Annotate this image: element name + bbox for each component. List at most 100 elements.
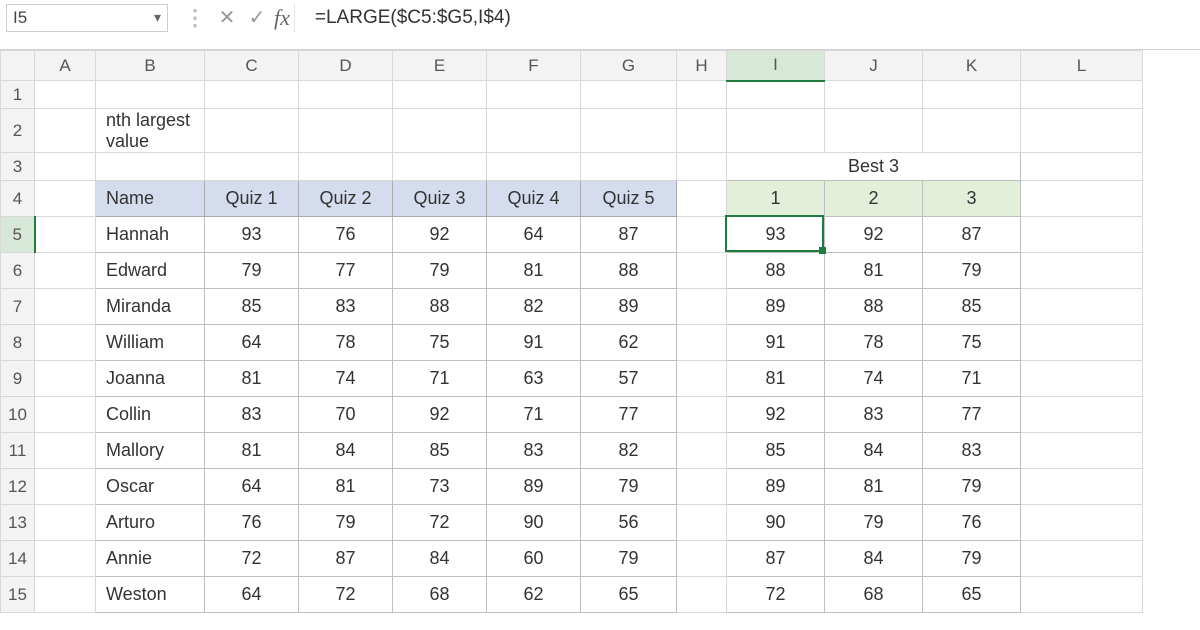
- cell-H3[interactable]: [677, 153, 727, 181]
- cell-E11[interactable]: 85: [393, 433, 487, 469]
- cell-L15[interactable]: [1021, 577, 1143, 613]
- cell-G12[interactable]: 79: [581, 469, 677, 505]
- cell-G10[interactable]: 77: [581, 397, 677, 433]
- cell-J5[interactable]: 92: [825, 217, 923, 253]
- cell-F7[interactable]: 82: [487, 289, 581, 325]
- row-header-10[interactable]: 10: [1, 397, 35, 433]
- cell-C3[interactable]: [205, 153, 299, 181]
- cell-F15[interactable]: 62: [487, 577, 581, 613]
- cell-F10[interactable]: 71: [487, 397, 581, 433]
- cell-K5[interactable]: 87: [923, 217, 1021, 253]
- col-header-G[interactable]: G: [581, 51, 677, 81]
- cell-L5[interactable]: [1021, 217, 1143, 253]
- cell-H4[interactable]: [677, 181, 727, 217]
- cell-C10[interactable]: 83: [205, 397, 299, 433]
- cell-H2[interactable]: [677, 109, 727, 153]
- cell-G14[interactable]: 79: [581, 541, 677, 577]
- col-header-F[interactable]: F: [487, 51, 581, 81]
- col-header-H[interactable]: H: [677, 51, 727, 81]
- spreadsheet-grid[interactable]: ABCDEFGHIJKL12nth largest value3Best 34N…: [0, 50, 1200, 613]
- cell-B3[interactable]: [96, 153, 205, 181]
- row-header-1[interactable]: 1: [1, 81, 35, 109]
- cell-G13[interactable]: 56: [581, 505, 677, 541]
- col-header-A[interactable]: A: [35, 51, 96, 81]
- cell-J6[interactable]: 81: [825, 253, 923, 289]
- cell-L4[interactable]: [1021, 181, 1143, 217]
- cell-I9[interactable]: 81: [727, 361, 825, 397]
- cell-I4[interactable]: 1: [727, 181, 825, 217]
- cell-E15[interactable]: 68: [393, 577, 487, 613]
- cell-C12[interactable]: 64: [205, 469, 299, 505]
- cell-A6[interactable]: [35, 253, 96, 289]
- cell-J4[interactable]: 2: [825, 181, 923, 217]
- cell-E4[interactable]: Quiz 3: [393, 181, 487, 217]
- cell-J10[interactable]: 83: [825, 397, 923, 433]
- row-header-11[interactable]: 11: [1, 433, 35, 469]
- cell-D7[interactable]: 83: [299, 289, 393, 325]
- cell-K14[interactable]: 79: [923, 541, 1021, 577]
- row-header-8[interactable]: 8: [1, 325, 35, 361]
- cell-G3[interactable]: [581, 153, 677, 181]
- row-header-9[interactable]: 9: [1, 361, 35, 397]
- row-header-12[interactable]: 12: [1, 469, 35, 505]
- cell-C13[interactable]: 76: [205, 505, 299, 541]
- cell-D5[interactable]: 76: [299, 217, 393, 253]
- cell-A10[interactable]: [35, 397, 96, 433]
- cell-G8[interactable]: 62: [581, 325, 677, 361]
- cell-C4[interactable]: Quiz 1: [205, 181, 299, 217]
- cell-A1[interactable]: [35, 81, 96, 109]
- cell-I12[interactable]: 89: [727, 469, 825, 505]
- cell-A4[interactable]: [35, 181, 96, 217]
- cell-F3[interactable]: [487, 153, 581, 181]
- cell-L3[interactable]: [1021, 153, 1143, 181]
- cell-E12[interactable]: 73: [393, 469, 487, 505]
- cell-I8[interactable]: 91: [727, 325, 825, 361]
- cell-K2[interactable]: [923, 109, 1021, 153]
- col-header-L[interactable]: L: [1021, 51, 1143, 81]
- cell-J1[interactable]: [825, 81, 923, 109]
- cell-F11[interactable]: 83: [487, 433, 581, 469]
- cell-A11[interactable]: [35, 433, 96, 469]
- cell-F9[interactable]: 63: [487, 361, 581, 397]
- cell-D10[interactable]: 70: [299, 397, 393, 433]
- cell-D12[interactable]: 81: [299, 469, 393, 505]
- chevron-down-icon[interactable]: ▾: [154, 9, 161, 26]
- cell-A14[interactable]: [35, 541, 96, 577]
- cell-I11[interactable]: 85: [727, 433, 825, 469]
- cell-H14[interactable]: [677, 541, 727, 577]
- cell-K10[interactable]: 77: [923, 397, 1021, 433]
- cell-L14[interactable]: [1021, 541, 1143, 577]
- cell-C1[interactable]: [205, 81, 299, 109]
- col-header-J[interactable]: J: [825, 51, 923, 81]
- cell-L13[interactable]: [1021, 505, 1143, 541]
- cell-H1[interactable]: [677, 81, 727, 109]
- cell-L8[interactable]: [1021, 325, 1143, 361]
- cell-D8[interactable]: 78: [299, 325, 393, 361]
- cell-I13[interactable]: 90: [727, 505, 825, 541]
- cell-D2[interactable]: [299, 109, 393, 153]
- cell-K9[interactable]: 71: [923, 361, 1021, 397]
- row-header-4[interactable]: 4: [1, 181, 35, 217]
- cell-I6[interactable]: 88: [727, 253, 825, 289]
- cell-F14[interactable]: 60: [487, 541, 581, 577]
- cell-I7[interactable]: 89: [727, 289, 825, 325]
- cell-G6[interactable]: 88: [581, 253, 677, 289]
- cell-E9[interactable]: 71: [393, 361, 487, 397]
- cell-I2[interactable]: [727, 109, 825, 153]
- enter-icon[interactable]: ✓: [242, 5, 272, 30]
- cell-G11[interactable]: 82: [581, 433, 677, 469]
- cell-I5[interactable]: 93: [727, 217, 825, 253]
- cell-B14[interactable]: Annie: [96, 541, 205, 577]
- cell-B15[interactable]: Weston: [96, 577, 205, 613]
- col-header-K[interactable]: K: [923, 51, 1021, 81]
- cell-A7[interactable]: [35, 289, 96, 325]
- row-header-6[interactable]: 6: [1, 253, 35, 289]
- row-header-3[interactable]: 3: [1, 153, 35, 181]
- cell-H5[interactable]: [677, 217, 727, 253]
- cell-B6[interactable]: Edward: [96, 253, 205, 289]
- cell-G2[interactable]: [581, 109, 677, 153]
- cell-K4[interactable]: 3: [923, 181, 1021, 217]
- cell-F5[interactable]: 64: [487, 217, 581, 253]
- cell-H6[interactable]: [677, 253, 727, 289]
- cell-J9[interactable]: 74: [825, 361, 923, 397]
